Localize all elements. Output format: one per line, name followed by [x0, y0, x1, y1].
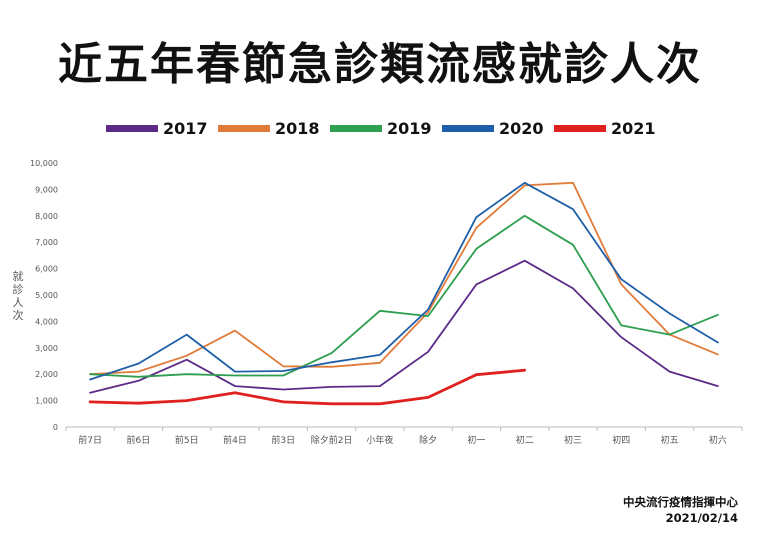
- legend: 2017 2018 2019 2020 2021: [106, 119, 656, 138]
- footer-org: 中央流行疫情指揮中心: [623, 495, 738, 509]
- x-tick-label: 初四: [612, 434, 630, 446]
- x-tick-label: 初六: [709, 434, 727, 446]
- legend-swatch-2020: [442, 125, 494, 132]
- y-tick-label: 3,000: [35, 344, 58, 353]
- series-line-2017: [89, 259, 719, 394]
- y-tick-label: 0: [53, 423, 58, 432]
- x-tick-label: 前6日: [127, 434, 151, 446]
- y-axis: 0 1,000 2,000 3,000 4,000 5,000 6,000 7,000 8,00…: [30, 159, 58, 432]
- y-axis-label-char: 診: [13, 282, 24, 296]
- x-tick-label: 前5日: [175, 434, 199, 446]
- x-tick-label: 初二: [516, 434, 534, 446]
- y-axis-label-char: 就: [13, 269, 24, 283]
- legend-swatch-2017: [106, 125, 158, 132]
- y-tick-label: 7,000: [35, 238, 58, 247]
- x-tick-label: 除夕前2日: [311, 434, 353, 446]
- series-line-2021: [88, 368, 527, 406]
- legend-label-2021: 2021: [611, 119, 656, 138]
- x-tick-label: 前3日: [271, 434, 295, 446]
- y-axis-label-char: 次: [13, 308, 24, 322]
- x-tick-label: 除夕: [419, 434, 437, 446]
- x-tick-label: 初三: [564, 434, 582, 446]
- footer: 中央流行疫情指揮中心 2021/02/14: [623, 494, 738, 526]
- y-tick-label: 6,000: [35, 265, 58, 274]
- y-tick-label: 8,000: [35, 212, 58, 221]
- y-tick-label: 5,000: [35, 291, 58, 300]
- y-tick-label: 2,000: [35, 370, 58, 379]
- chart-title: 近五年春節急診類流感就診人次: [58, 39, 702, 90]
- x-tick-label: 前4日: [223, 434, 247, 446]
- x-tick-label: 小年夜: [366, 434, 393, 446]
- y-tick-label: 10,000: [30, 159, 58, 168]
- legend-label-2017: 2017: [163, 119, 208, 138]
- legend-label-2019: 2019: [387, 119, 432, 138]
- legend-swatch-2021: [554, 125, 606, 132]
- y-axis-label-char: 人: [13, 296, 24, 309]
- legend-label-2018: 2018: [275, 119, 320, 138]
- series-line-2019: [89, 214, 719, 378]
- series-line-2020: [89, 181, 719, 381]
- series-line-2018: [89, 181, 719, 376]
- y-tick-label: 1,000: [35, 397, 58, 406]
- x-axis: 前7日 前6日 前5日 前4日 前3日 除夕前2日 小年夜 除夕 初一 初二 初三 初四 初五 初六: [65, 426, 743, 446]
- y-axis-label: 就診人次: [13, 269, 24, 322]
- x-tick-label: 前7日: [78, 434, 102, 446]
- y-tick-label: 4,000: [35, 317, 58, 326]
- legend-swatch-2018: [218, 125, 270, 132]
- y-tick-label: 9,000: [35, 185, 58, 194]
- legend-label-2020: 2020: [499, 119, 544, 138]
- footer-date: 2021/02/14: [665, 511, 738, 525]
- legend-swatch-2019: [330, 125, 382, 132]
- x-tick-label: 初五: [661, 434, 679, 446]
- series-group: [88, 181, 719, 406]
- x-tick-label: 初一: [467, 434, 485, 446]
